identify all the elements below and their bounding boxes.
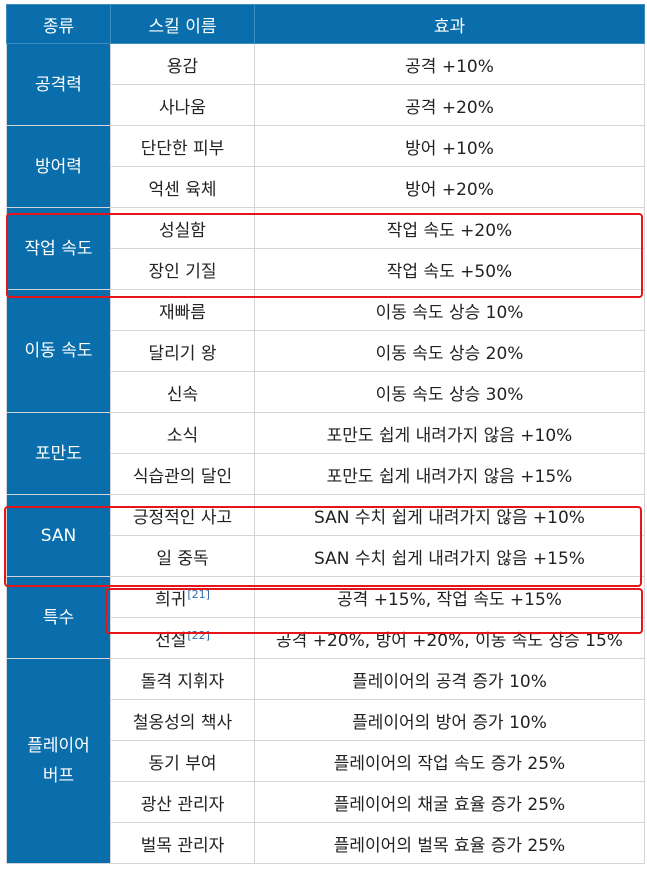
header-skill-name: 스킬 이름 <box>110 4 255 44</box>
skill-effect: 플레이어의 공격 증가 10% <box>254 658 645 700</box>
footnote-link[interactable]: [22] <box>187 628 210 642</box>
skill-effect: 이동 속도 상승 20% <box>254 330 645 372</box>
table-row: 달리기 왕 이동 속도 상승 20% <box>7 330 645 372</box>
skill-name: 광산 관리자 <box>110 781 255 823</box>
skill-name: 사나움 <box>110 84 255 126</box>
table-row: 포만도 소식 포만도 쉽게 내려가지 않음 +10% <box>6 412 645 495</box>
header-row: 종류 스킬 이름 효과 <box>6 4 645 44</box>
skill-effect: 플레이어의 작업 속도 증가 25% <box>254 740 645 782</box>
table-row: SAN 긍정적인 사고 SAN 수치 쉽게 내려가지 않음 +10% <box>6 494 645 577</box>
skill-effect: 공격 +20% <box>254 84 645 126</box>
skill-name: 일 중독 <box>110 535 255 577</box>
skill-effect: 공격 +10% <box>254 43 645 85</box>
skill-name: 용감 <box>110 43 255 85</box>
skill-effect: 방어 +10% <box>254 125 645 167</box>
skill-name: 성실함 <box>110 207 255 249</box>
header-category: 종류 <box>6 4 111 44</box>
skill-effect: 포만도 쉽게 내려가지 않음 +15% <box>254 453 645 495</box>
table-row: 공격력 용감 공격 +10% <box>6 43 645 126</box>
category-cell: 특수 <box>6 576 111 659</box>
skill-name: 벌목 관리자 <box>110 822 255 864</box>
table-row: 식습관의 달인 포만도 쉽게 내려가지 않음 +15% <box>7 453 645 495</box>
table-row: 이동 속도 재빠름 이동 속도 상승 10% <box>6 289 645 413</box>
table-row: 전설[22] 공격 +20%, 방어 +20%, 이동 속도 상승 15% <box>7 617 645 659</box>
skill-name: 억센 육체 <box>110 166 255 208</box>
category-cell: 포만도 <box>6 412 111 495</box>
table-row: 사나움 공격 +20% <box>7 84 645 126</box>
table-row: 동기 부여 플레이어의 작업 속도 증가 25% <box>7 740 645 782</box>
skill-name: 희귀[21] <box>110 576 255 618</box>
footnote-link[interactable]: [21] <box>187 587 210 601</box>
skill-name: 긍정적인 사고 <box>110 494 255 536</box>
skill-effect: 공격 +15%, 작업 속도 +15% <box>254 576 645 618</box>
skill-effect: 플레이어의 방어 증가 10% <box>254 699 645 741</box>
table-row: 철옹성의 책사 플레이어의 방어 증가 10% <box>7 699 645 741</box>
skill-name: 단단한 피부 <box>110 125 255 167</box>
skill-effect: SAN 수치 쉽게 내려가지 않음 +10% <box>254 494 645 536</box>
table-row: 장인 기질 작업 속도 +50% <box>7 248 645 290</box>
skill-name: 전설[22] <box>110 617 255 659</box>
category-cell: 방어력 <box>6 125 111 208</box>
table-row: 방어력 단단한 피부 방어 +10% <box>6 125 645 208</box>
skill-name: 돌격 지휘자 <box>110 658 255 700</box>
skill-name-text: 희귀 <box>155 589 187 610</box>
category-cell: SAN <box>6 494 111 577</box>
skill-name: 동기 부여 <box>110 740 255 782</box>
skill-name-text: 전설 <box>155 630 187 651</box>
category-cell: 공격력 <box>6 43 111 126</box>
category-line-1: 플레이어 <box>27 736 90 756</box>
skill-name: 소식 <box>110 412 255 454</box>
table-row: 일 중독 SAN 수치 쉽게 내려가지 않음 +15% <box>7 535 645 577</box>
table-row: 벌목 관리자 플레이어의 벌목 효율 증가 25% <box>7 822 645 864</box>
skill-name: 달리기 왕 <box>110 330 255 372</box>
skill-table: 종류 스킬 이름 효과 공격력 용감 공격 +10% 사나움 공격 +20% 방… <box>6 4 645 864</box>
table-row: 특수 희귀[21] 공격 +15%, 작업 속도 +15% <box>6 576 645 659</box>
skill-effect: 방어 +20% <box>254 166 645 208</box>
skill-name: 철옹성의 책사 <box>110 699 255 741</box>
header-effect: 효과 <box>254 4 645 44</box>
skill-effect: 작업 속도 +50% <box>254 248 645 290</box>
skill-effect: 이동 속도 상승 10% <box>254 289 645 331</box>
skill-name: 신속 <box>110 371 255 413</box>
skill-effect: 공격 +20%, 방어 +20%, 이동 속도 상승 15% <box>254 617 645 659</box>
skill-effect: 플레이어의 벌목 효율 증가 25% <box>254 822 645 864</box>
table-row: 억센 육체 방어 +20% <box>7 166 645 208</box>
category-cell: 작업 속도 <box>6 207 111 290</box>
table-row: 신속 이동 속도 상승 30% <box>7 371 645 413</box>
skill-effect: 이동 속도 상승 30% <box>254 371 645 413</box>
skill-effect: 작업 속도 +20% <box>254 207 645 249</box>
table-row: 작업 속도 성실함 작업 속도 +20% <box>6 207 645 290</box>
skill-effect: 플레이어의 채굴 효율 증가 25% <box>254 781 645 823</box>
table-row: 광산 관리자 플레이어의 채굴 효율 증가 25% <box>7 781 645 823</box>
skill-effect: SAN 수치 쉽게 내려가지 않음 +15% <box>254 535 645 577</box>
skill-name: 식습관의 달인 <box>110 453 255 495</box>
skill-name: 재빠름 <box>110 289 255 331</box>
category-line-2: 버프 <box>42 766 75 786</box>
category-cell: 이동 속도 <box>6 289 111 413</box>
skill-effect: 포만도 쉽게 내려가지 않음 +10% <box>254 412 645 454</box>
skill-name: 장인 기질 <box>110 248 255 290</box>
